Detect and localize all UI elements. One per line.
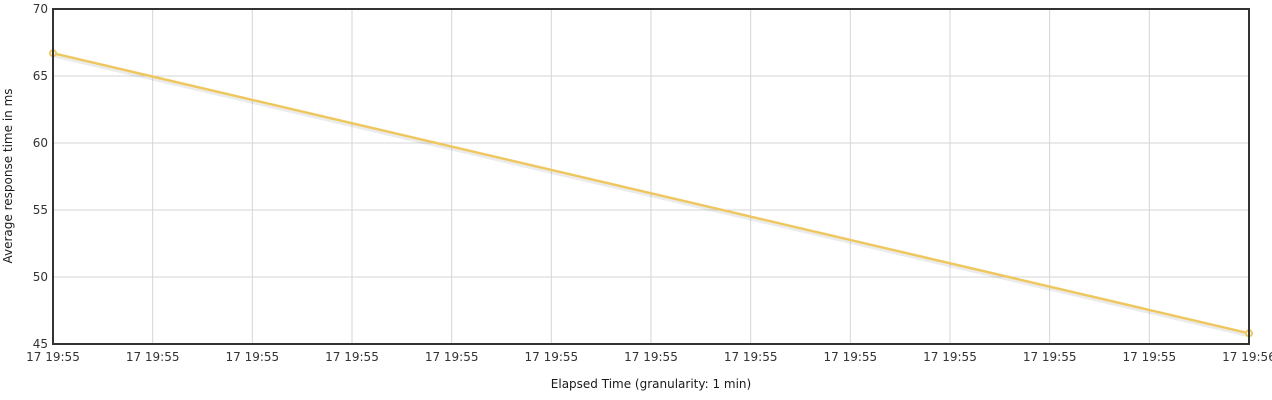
x-tick-label: 17 19:55 (524, 350, 578, 364)
x-tick-label: 17 19:55 (225, 350, 279, 364)
x-tick-label: 17 19:55 (425, 350, 479, 364)
x-tick-label: 17 19:55 (1122, 350, 1176, 364)
x-axis-title: Elapsed Time (granularity: 1 min) (551, 377, 751, 391)
x-tick-label: 17 19:55 (126, 350, 180, 364)
y-tick-label: 65 (33, 69, 48, 83)
y-axis-title: Average response time in ms (1, 88, 15, 263)
x-tick-label: 17 19:55 (724, 350, 778, 364)
y-tick-label: 70 (33, 2, 48, 16)
x-tick-label: 17 19:55 (823, 350, 877, 364)
x-tick-label: 17 19:55 (26, 350, 80, 364)
x-tick-label: 17 19:55 (1023, 350, 1077, 364)
x-axis-ticks: 17 19:55 17 19:55 17 19:55 17 19:55 17 19:55… (26, 350, 1272, 364)
y-tick-label: 45 (33, 337, 48, 351)
series-line-shadow (52, 53, 1250, 338)
x-tick-label: 17 19:56 (1222, 350, 1272, 364)
series-layer (49, 49, 1253, 338)
x-tick-label: 17 19:55 (325, 350, 379, 364)
x-tick-label: 17 19:55 (923, 350, 977, 364)
y-tick-label: 60 (33, 136, 48, 150)
plot-area-frame (52, 8, 1250, 345)
series-line (52, 51, 1250, 335)
x-tick-label: 17 19:55 (624, 350, 678, 364)
y-tick-label: 50 (33, 270, 48, 284)
y-axis-ticks: 45 50 55 60 65 70 (33, 2, 48, 351)
y-tick-label: 55 (33, 203, 48, 217)
